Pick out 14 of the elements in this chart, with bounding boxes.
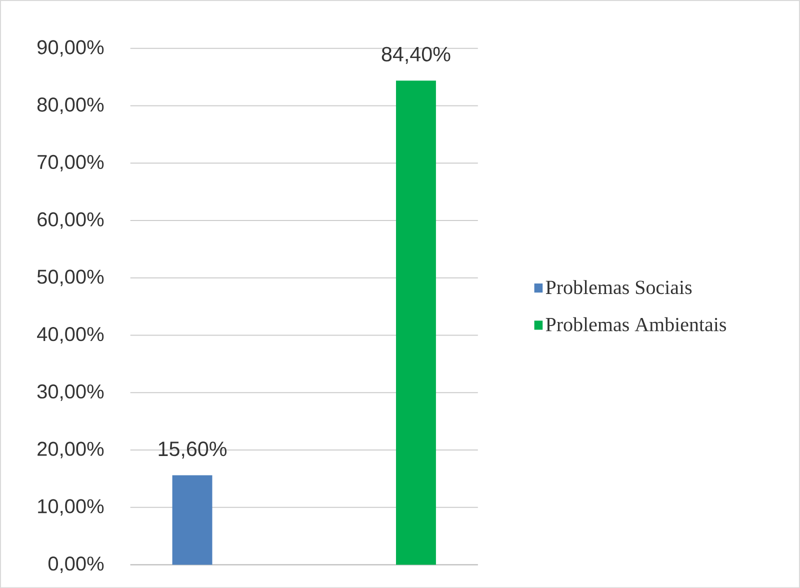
y-tick-label: 10,00% bbox=[38, 499, 104, 516]
y-tick-label: 30,00% bbox=[37, 384, 104, 401]
y-tick-label: 90,00% bbox=[38, 40, 104, 57]
legend-label: Problemas Ambientais bbox=[546, 317, 726, 332]
y-tick-label: 40,00% bbox=[37, 326, 104, 344]
y-tick-label: 20,00% bbox=[38, 442, 104, 458]
y-tick-label: 60,00% bbox=[38, 212, 104, 229]
y-tick-label: 0,00% bbox=[48, 556, 104, 573]
data-label: 84,40% bbox=[382, 46, 450, 64]
y-tick-label: 50,00% bbox=[37, 270, 104, 286]
legend-label: Problemas Sociais bbox=[546, 280, 692, 294]
y-tick-label: 70,00% bbox=[38, 154, 104, 172]
data-label: 15,60% bbox=[158, 441, 227, 458]
y-tick-label: 80,00% bbox=[37, 97, 104, 114]
